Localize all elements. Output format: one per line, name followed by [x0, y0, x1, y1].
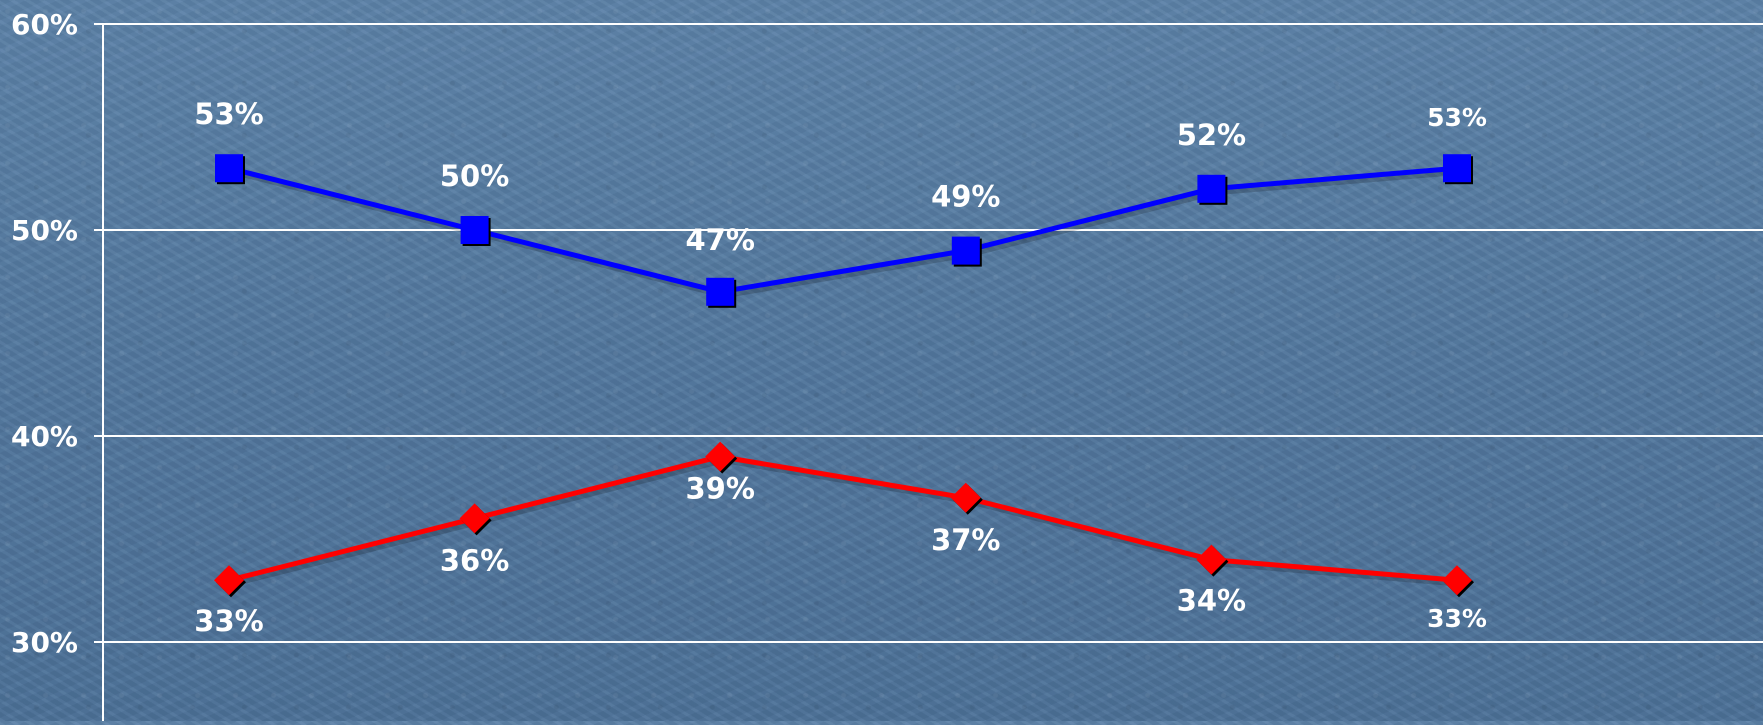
point-marker [214, 565, 244, 596]
grid-layer: 60% 50% 40% 30% [11, 8, 1763, 721]
data-label: 50% [440, 159, 509, 193]
series-layer [214, 154, 1474, 598]
y-tick-label: 50% [11, 214, 78, 247]
series-line-shadow [232, 458, 1462, 587]
data-label: 36% [440, 543, 509, 577]
data-label: 37% [931, 523, 1000, 557]
point-marker [1442, 565, 1472, 596]
point-marker [706, 277, 735, 306]
data-label: 33% [194, 604, 263, 638]
point-marker [460, 216, 489, 244]
data-label: 34% [1177, 584, 1246, 618]
data-label: 52% [1177, 118, 1246, 152]
data-label: 53% [1427, 103, 1487, 132]
series-line [228, 454, 1458, 583]
point-marker [1443, 154, 1471, 183]
y-tick-label: 40% [11, 420, 78, 453]
data-label: 49% [931, 180, 1000, 214]
data-label-layer: 53% 50% 47% 49% 52% 53% 33% 36% 39% 37% 34% 33% [194, 97, 1487, 638]
data-label: 39% [685, 472, 754, 506]
series-line [228, 165, 1458, 295]
series-line-shadow [232, 169, 1462, 299]
point-marker [951, 236, 980, 265]
y-tick-label: 60% [11, 8, 78, 41]
data-label: 47% [685, 223, 754, 257]
y-tick-label: 30% [11, 626, 78, 659]
point-marker [705, 441, 736, 472]
point-marker [950, 482, 981, 513]
point-marker [1197, 174, 1226, 203]
point-marker [459, 503, 490, 534]
point-marker [1196, 544, 1227, 575]
point-marker [215, 154, 243, 183]
data-label: 53% [194, 97, 263, 131]
data-label: 33% [1427, 604, 1487, 633]
